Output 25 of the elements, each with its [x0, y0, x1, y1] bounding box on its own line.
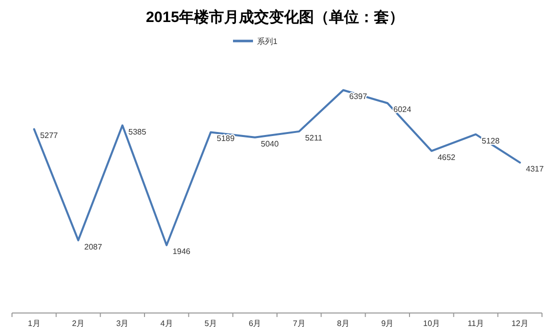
data-label: 5211	[305, 133, 323, 142]
x-tick-label: 11月	[468, 319, 484, 327]
x-tick-label: 9月	[381, 319, 394, 327]
x-tick-label: 7月	[292, 319, 306, 327]
data-label: 6024	[393, 105, 412, 114]
x-tick-label: 10月	[423, 319, 440, 327]
data-label: 4652	[438, 152, 456, 162]
data-label: 5040	[260, 139, 280, 148]
x-tick-label: 8月	[337, 319, 350, 327]
data-label: 4317	[526, 164, 544, 174]
x-tick-label: 4月	[160, 319, 173, 327]
data-label: 1946	[172, 247, 191, 256]
x-tick-label: 1月	[28, 319, 40, 327]
data-label: 6397	[349, 92, 368, 102]
x-tick-label: 6月	[248, 319, 262, 327]
x-tick-label: 5月	[204, 319, 217, 327]
legend-label: 系列1	[257, 37, 278, 46]
x-tick-label: 12月	[511, 319, 528, 327]
chart-title: 2015年楼市月成交变化图（单位：套）	[146, 8, 404, 26]
data-label: 5385	[128, 127, 147, 136]
data-label: 5277	[40, 131, 58, 140]
data-label: 2087	[84, 242, 103, 252]
data-label: 5189	[216, 134, 236, 144]
x-tick-label: 3月	[116, 319, 129, 327]
x-tick-label: 2月	[72, 319, 84, 327]
